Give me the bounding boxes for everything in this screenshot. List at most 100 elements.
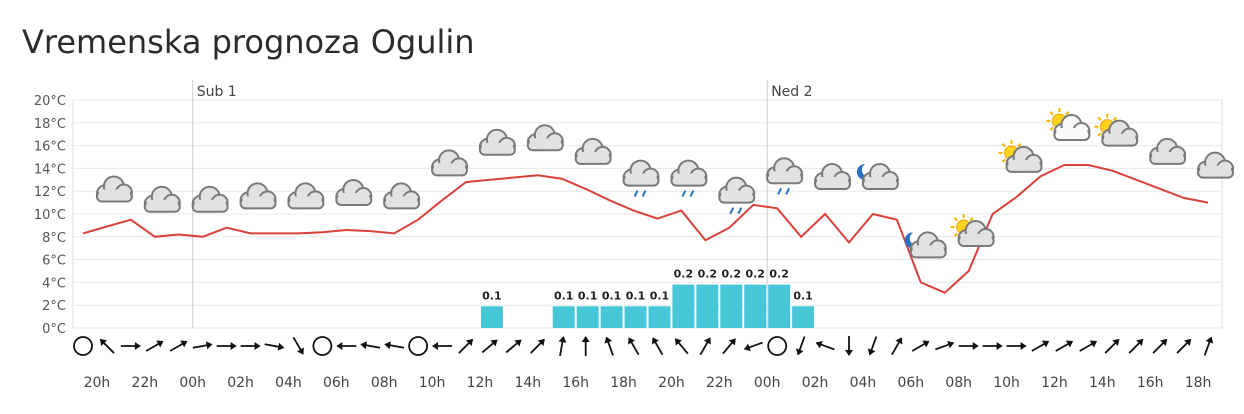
arrow-head	[558, 336, 567, 343]
arrow-head	[947, 340, 955, 349]
cloud-fill	[1056, 127, 1088, 138]
arrow-head	[156, 340, 164, 348]
x-tick-label: 04h	[850, 375, 877, 391]
weather-icon	[1149, 137, 1187, 165]
cloud-fill	[673, 173, 705, 184]
x-tick-label: 20h	[658, 375, 685, 391]
precip-bar	[768, 284, 791, 328]
arrow-head	[867, 348, 876, 356]
wind-arrow	[432, 342, 453, 350]
arrow-head	[604, 336, 613, 344]
wind-arrow	[336, 342, 357, 350]
wind-arrow	[505, 339, 522, 354]
sun-ray	[1049, 126, 1054, 131]
y-tick-label: 2°C	[42, 299, 66, 314]
arrow-head	[675, 338, 682, 346]
x-tick-label: 14h	[1089, 375, 1116, 391]
rain-drop	[681, 190, 687, 198]
arrow-head	[972, 342, 979, 350]
wind-arrow	[1031, 340, 1050, 352]
arrow-head	[815, 340, 823, 349]
arrow-head	[134, 342, 141, 350]
y-tick-label: 16°C	[34, 140, 66, 155]
wind-arrow	[935, 340, 955, 351]
x-tick-label: 12h	[467, 375, 494, 391]
precip-label: 0.1	[626, 289, 646, 302]
weather-icon	[1094, 113, 1139, 147]
arrow-head	[795, 348, 804, 356]
precip-bar	[552, 306, 575, 328]
precip-bar	[792, 306, 815, 328]
day-label: Ned 2	[771, 84, 812, 100]
arrow-head	[180, 340, 188, 348]
rain-drop	[777, 187, 783, 195]
wind-arrow	[99, 338, 115, 354]
precip-label: 0.2	[722, 268, 742, 281]
x-tick-label: 02h	[802, 375, 829, 391]
wind-arrow	[1152, 338, 1168, 354]
cloud-fill	[386, 196, 418, 207]
precip-label: 0.2	[745, 268, 765, 281]
wind-arrow	[120, 342, 141, 350]
arrow-head	[1112, 338, 1120, 346]
cloud-fill	[434, 163, 466, 174]
cloud-fill	[146, 199, 178, 210]
weather-icon	[191, 185, 229, 213]
day-label: Sub 1	[197, 84, 237, 100]
arrow-head	[490, 339, 498, 347]
rain-drop	[737, 207, 743, 215]
cloud-fill	[960, 234, 992, 244]
weather-icon	[622, 159, 660, 198]
x-tick-label: 16h	[562, 375, 589, 391]
precip-bar	[720, 284, 743, 328]
precip-bar	[672, 284, 695, 328]
wind-arrow	[722, 338, 736, 355]
arrow-head	[1136, 338, 1144, 346]
precip-bar	[696, 284, 719, 328]
x-tick-label: 14h	[514, 375, 541, 391]
weather-icon	[718, 176, 756, 215]
arrow-head	[296, 347, 304, 355]
wind-arrow	[1176, 338, 1192, 354]
y-tick-label: 10°C	[34, 208, 66, 223]
y-tick-label: 18°C	[34, 117, 66, 132]
wind-arrow	[699, 337, 711, 356]
calm	[73, 336, 93, 356]
temperature-line	[82, 164, 1209, 294]
arrow-head	[230, 342, 237, 350]
x-tick-label: 20h	[84, 375, 111, 391]
arrow-head	[922, 340, 930, 348]
precip-label: 0.1	[793, 289, 813, 302]
wind-arrow	[1055, 340, 1074, 352]
x-tick-label: 00h	[179, 375, 206, 391]
arrow-head	[652, 337, 659, 345]
wind-arrow	[216, 342, 237, 350]
precip-bar	[480, 306, 503, 328]
wind-arrow	[815, 340, 835, 351]
sun-ray	[1049, 111, 1054, 116]
arrow-head	[628, 337, 636, 345]
arrow-head	[703, 337, 711, 345]
wind-arrow	[795, 336, 806, 356]
wind-arrow	[240, 342, 261, 350]
weather-icon	[904, 231, 947, 259]
cloud-fill	[194, 199, 226, 210]
precip-bar	[648, 306, 671, 328]
precip-label: 0.2	[698, 268, 718, 281]
weather-icon	[856, 163, 899, 190]
cloud-fill	[864, 177, 896, 187]
arrow-head	[996, 342, 1003, 350]
weather-icon	[950, 214, 995, 247]
arrow-head	[277, 342, 285, 351]
cloud-fill	[625, 173, 657, 184]
wind-arrow	[982, 342, 1003, 350]
arrow-head	[1205, 336, 1214, 344]
wind-arrow	[845, 336, 853, 356]
precip-label: 0.1	[602, 289, 622, 302]
wind-arrow	[628, 337, 640, 356]
y-tick-label: 4°C	[42, 276, 66, 291]
rain-drop	[729, 207, 735, 215]
chart-title: Vremenska prognoza Ogulin	[22, 23, 475, 61]
weather-icon	[670, 159, 708, 198]
